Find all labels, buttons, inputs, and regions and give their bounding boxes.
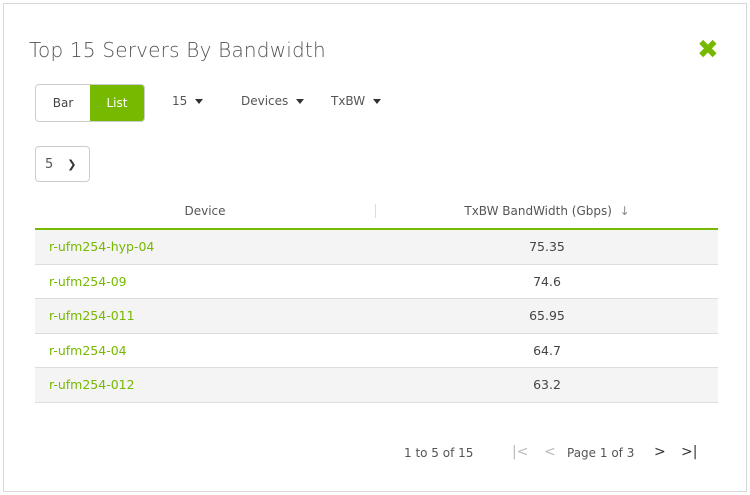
bandwidth-value: 64.7 [533,342,561,358]
close-icon[interactable]: ✖ [697,35,719,65]
list-view-button[interactable]: List [90,85,144,121]
column-header-bandwidth[interactable]: TxBW BandWidth (Gbps) ↓ [376,204,718,218]
device-link[interactable]: r-ufm254-012 [49,377,135,393]
count-value: 15 [172,94,188,108]
widget-title: Top 15 Servers By Bandwidth [29,38,326,62]
caret-down-icon [195,98,204,104]
table-row: r-ufm254-011 65.95 [35,299,718,334]
pagination-range: 1 to 5 of 15 [404,446,474,460]
data-table: Device TxBW BandWidth (Gbps) ↓ r-ufm254-… [35,194,718,403]
type-value: Devices [241,94,289,108]
table-row: r-ufm254-09 74.6 [35,265,718,299]
prev-page-icon[interactable]: < [544,444,556,460]
sort-down-icon: ↓ [619,204,630,218]
page-size-select[interactable]: 5 ❯ [35,146,90,182]
bandwidth-value: 75.35 [529,239,565,255]
table-row: r-ufm254-012 63.2 [35,368,718,403]
type-dropdown[interactable]: Devices [241,94,305,108]
page-size-value: 5 [45,156,54,172]
caret-down-icon [296,98,305,104]
metric-value: TxBW [331,94,366,108]
device-link[interactable]: r-ufm254-04 [49,342,127,358]
chevron-down-icon: ❯ [67,157,77,171]
view-toggle: Bar List [35,84,145,122]
device-link[interactable]: r-ufm254-hyp-04 [49,239,155,255]
bandwidth-value: 65.95 [529,308,565,324]
widget-panel: Top 15 Servers By Bandwidth ✖ Bar List 1… [3,3,747,492]
device-link[interactable]: r-ufm254-09 [49,273,127,289]
bandwidth-value: 74.6 [533,273,561,289]
last-page-icon[interactable]: >| [681,444,698,460]
metric-dropdown[interactable]: TxBW [331,94,382,108]
table-row: r-ufm254-04 64.7 [35,334,718,368]
caret-down-icon [373,98,382,104]
column-label: TxBW BandWidth (Gbps) [464,204,612,218]
first-page-icon[interactable]: |< [512,444,529,460]
page-indicator: Page 1 of 3 [567,446,635,460]
device-link[interactable]: r-ufm254-011 [49,308,135,324]
bar-view-button[interactable]: Bar [52,96,74,110]
table-row: r-ufm254-hyp-04 75.35 [35,230,718,265]
table-header: Device TxBW BandWidth (Gbps) ↓ [35,194,718,230]
next-page-icon[interactable]: > [654,444,666,460]
count-dropdown[interactable]: 15 [172,94,204,108]
column-header-device[interactable]: Device [35,204,376,218]
bandwidth-value: 63.2 [533,377,561,393]
